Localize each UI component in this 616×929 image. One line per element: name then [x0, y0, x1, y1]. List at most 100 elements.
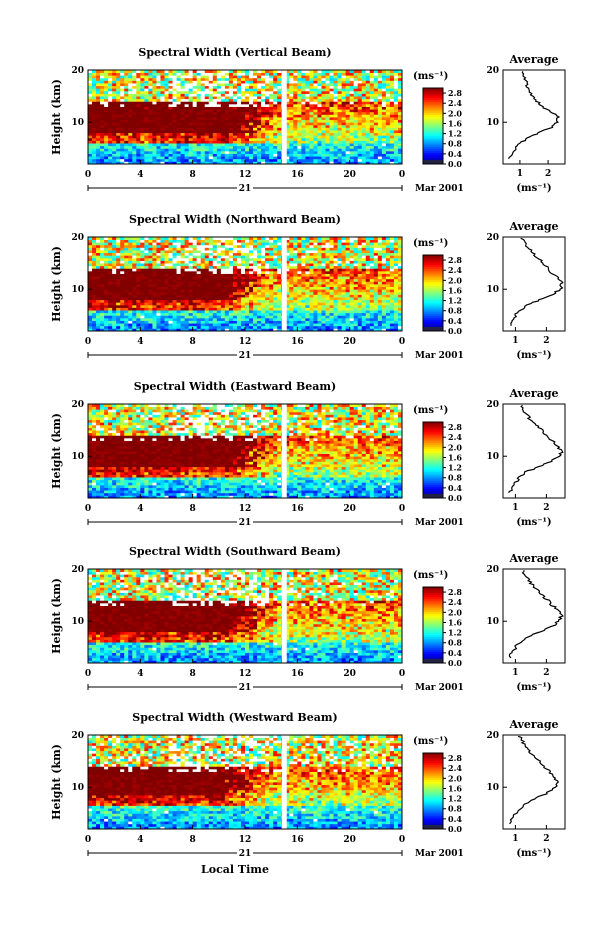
heatmap-cell	[313, 273, 318, 277]
heatmap-cell	[212, 98, 218, 102]
heatmap-cell	[220, 317, 226, 321]
heatmap-cell	[112, 137, 117, 141]
heatmap-cell	[232, 315, 238, 319]
heatmap-cell	[120, 250, 125, 254]
heatmap-cell	[361, 98, 367, 102]
heatmap-cell	[172, 289, 177, 293]
heatmap-cell	[224, 320, 230, 324]
heatmap-cell	[212, 150, 218, 154]
heatmap-cell	[240, 328, 246, 332]
heatmap-cell	[168, 156, 173, 160]
heatmap-cell	[104, 88, 109, 92]
heatmap-cell	[172, 284, 177, 288]
heatmap-cell	[265, 289, 270, 293]
heatmap-cell	[172, 312, 177, 316]
heatmap-cell	[305, 281, 310, 285]
heatmap-cell	[88, 101, 93, 105]
heatmap-cell	[172, 77, 177, 81]
heatmap-cell	[208, 284, 214, 288]
heatmap-cell	[156, 237, 161, 241]
heatmap-cell	[200, 257, 206, 261]
heatmap-cell	[144, 88, 149, 92]
heatmap-cell	[156, 111, 161, 115]
heatmap-cell	[277, 328, 282, 332]
heatmap-cell	[216, 268, 222, 272]
heatmap-cell	[192, 161, 198, 165]
heatmap-cell	[361, 127, 367, 131]
heatmap-cell	[313, 263, 318, 267]
heatmap-cell	[156, 317, 161, 321]
heatmap-cell	[136, 294, 141, 298]
heatmap-cell	[168, 281, 173, 285]
heatmap-cell	[148, 268, 153, 272]
heatmap-cell	[136, 278, 141, 282]
heatmap-cell	[108, 304, 113, 308]
heatmap-cell	[305, 252, 310, 256]
heatmap-cell	[156, 119, 161, 123]
heatmap-cell	[369, 130, 375, 134]
heatmap-cell	[337, 90, 343, 94]
heatmap-cell	[397, 148, 403, 152]
heatmap-cell	[212, 268, 218, 272]
heatmap-cell	[321, 153, 326, 157]
heatmap-cell	[184, 77, 190, 81]
heatmap-cell	[152, 247, 157, 251]
heatmap-cell	[152, 135, 157, 139]
heatmap-cell	[321, 150, 326, 154]
heatmap-cell	[200, 304, 206, 308]
heatmap-cell	[389, 101, 395, 105]
heatmap-cell	[273, 257, 278, 261]
heatmap-cell	[204, 77, 210, 81]
heatmap-cell	[309, 297, 314, 301]
heatmap-cell	[236, 83, 242, 87]
heatmap-cell	[277, 153, 282, 157]
heatmap-cell	[168, 137, 173, 141]
heatmap-cell	[128, 268, 133, 272]
heatmap-cell	[345, 117, 351, 121]
heatmap-cell	[204, 117, 210, 121]
heatmap-cell	[253, 77, 258, 81]
heatmap-cell	[361, 145, 367, 149]
heatmap-cell	[273, 276, 278, 280]
heatmap-cell	[341, 114, 347, 118]
heatmap-cell	[257, 328, 262, 332]
heatmap-cell	[257, 98, 262, 102]
heatmap-cell	[156, 284, 161, 288]
heatmap-cell	[208, 135, 214, 139]
heatmap-cell	[293, 132, 298, 136]
heatmap-cell	[124, 268, 129, 272]
heatmap-cell	[341, 122, 347, 126]
heatmap-cell	[309, 103, 314, 107]
heatmap-cell	[236, 109, 242, 113]
heatmap-cell	[96, 124, 101, 128]
heatmap-cell	[196, 317, 202, 321]
heatmap-cell	[112, 252, 117, 256]
heatmap-cell	[168, 109, 173, 113]
heatmap-cell	[220, 85, 226, 89]
heatmap-cell	[176, 83, 181, 87]
heatmap-cell	[329, 77, 334, 81]
heatmap-cell	[345, 77, 351, 81]
heatmap-cell	[116, 132, 121, 136]
heatmap-cell	[132, 294, 137, 298]
heatmap-cell	[180, 75, 186, 79]
heatmap-cell	[192, 299, 198, 303]
heatmap-cell	[188, 119, 194, 123]
heatmap-cell	[265, 158, 270, 162]
heatmap-cell	[240, 244, 246, 248]
heatmap-cell	[164, 255, 169, 259]
heatmap-cell	[329, 137, 334, 141]
heatmap-cell	[160, 284, 165, 288]
heatmap-cell	[333, 90, 338, 94]
heatmap-cell	[253, 244, 258, 248]
heatmap-cell	[397, 80, 403, 84]
colorbar-tick-label: 2.8	[448, 88, 462, 98]
heatmap-cell	[164, 88, 169, 92]
heatmap-cell	[92, 93, 97, 97]
heatmap-cell	[224, 119, 230, 123]
heatmap-cell	[261, 103, 266, 107]
heatmap-cell	[216, 328, 222, 332]
heatmap-cell	[357, 137, 363, 141]
heatmap-cell	[192, 109, 198, 113]
y-axis-label: Height (km)	[50, 246, 63, 322]
